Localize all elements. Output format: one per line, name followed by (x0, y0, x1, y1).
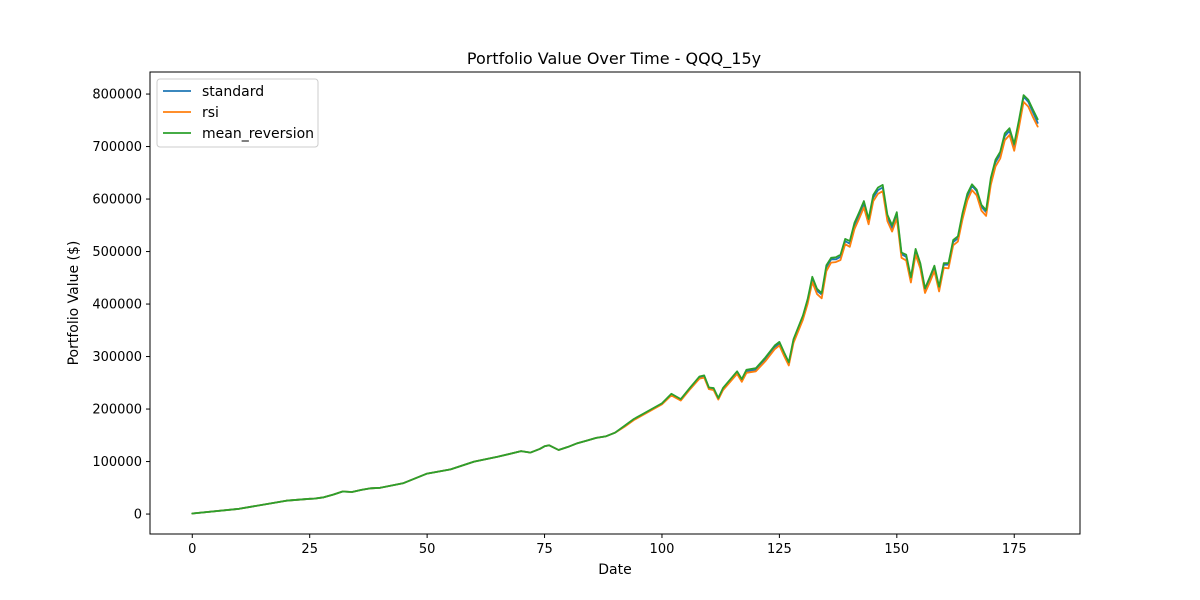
legend-label-mean-reversion: mean_reversion (202, 126, 314, 142)
x-tick-label: 125 (767, 542, 792, 557)
y-axis-ticks: 0 100000 200000 300000 400000 500000 600000 700… (92, 88, 150, 523)
x-tick-label: 150 (884, 542, 909, 557)
y-tick-label: 600000 (92, 193, 142, 208)
y-tick-label: 0 (134, 508, 142, 523)
x-axis-label: Date (598, 562, 631, 578)
y-tick-label: 800000 (92, 88, 142, 103)
x-tick-label: 0 (188, 542, 196, 557)
y-tick-label: 200000 (92, 403, 142, 418)
x-tick-label: 50 (419, 542, 436, 557)
y-tick-label: 500000 (92, 245, 142, 260)
x-tick-label: 75 (536, 542, 553, 557)
y-tick-label: 700000 (92, 140, 142, 155)
y-tick-label: 400000 (92, 298, 142, 313)
legend-label-standard: standard (202, 84, 264, 100)
legend-label-rsi: rsi (202, 105, 219, 121)
x-tick-label: 25 (301, 542, 318, 557)
plot-area: 0 25 50 75 100 125 150 175 0 100000 200000 300000 4… (92, 71, 1081, 557)
x-tick-label: 175 (1002, 542, 1027, 557)
chart-title: Portfolio Value Over Time - QQQ_15y (467, 49, 761, 69)
y-axis-label: Portfolio Value ($) (66, 241, 82, 366)
plot-frame (149, 71, 1081, 535)
series-line-mean-reversion (191, 94, 1039, 515)
legend-box (156, 78, 319, 148)
x-tick-label: 100 (650, 542, 675, 557)
y-tick-label: 300000 (92, 350, 142, 365)
x-axis-ticks: 0 25 50 75 100 125 150 175 (188, 534, 1027, 557)
y-tick-label: 100000 (92, 455, 142, 470)
series-lines (191, 94, 1039, 515)
legend: standard rsi mean_reversion (156, 78, 319, 148)
